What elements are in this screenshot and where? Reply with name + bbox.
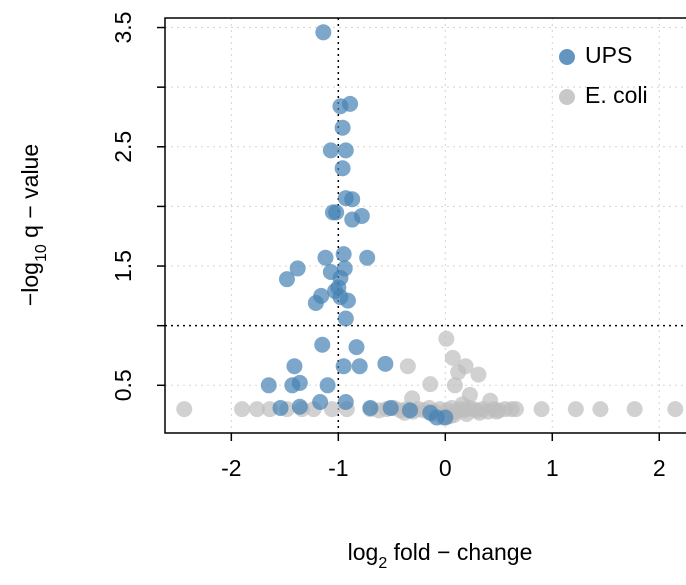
point (404, 390, 421, 407)
point (334, 119, 351, 136)
point (249, 401, 266, 418)
point (344, 191, 361, 208)
point (337, 310, 354, 327)
point (317, 249, 334, 266)
y-axis-label: −log10 q − value (17, 144, 50, 306)
point (332, 98, 349, 115)
x-axis-label: log2 fold − change (348, 539, 533, 572)
point (339, 292, 356, 309)
y-label-base: −log (17, 262, 43, 306)
point (234, 401, 251, 418)
point (323, 401, 340, 418)
point (567, 401, 584, 418)
grid (165, 18, 686, 433)
point (307, 295, 324, 312)
x-tick-label: 2 (653, 455, 666, 481)
point (289, 260, 306, 277)
point (507, 401, 524, 418)
point (319, 377, 336, 394)
point (399, 358, 416, 375)
point (176, 401, 193, 418)
point (272, 399, 289, 416)
point (312, 393, 329, 410)
point (278, 271, 295, 288)
point (315, 24, 332, 41)
x-tick-label: 1 (546, 455, 559, 481)
y-label-rest: q − value (17, 144, 43, 244)
x-tick-label: -1 (328, 455, 348, 481)
legend-marker (559, 49, 575, 65)
point (457, 358, 474, 375)
y-tick-label: 0.5 (110, 369, 136, 401)
point (314, 336, 331, 353)
x-label-rest: fold − change (387, 539, 532, 565)
points (176, 24, 684, 426)
point (328, 204, 345, 221)
point (334, 160, 351, 177)
point (351, 358, 368, 375)
point (344, 211, 361, 228)
point (260, 377, 277, 394)
x-label-base: log (348, 539, 379, 565)
point (444, 349, 461, 366)
point (335, 358, 352, 375)
point (401, 402, 418, 419)
point (382, 399, 399, 416)
legend-label: E. coli (585, 82, 648, 108)
point (533, 401, 550, 418)
x-label-sub: 2 (378, 555, 387, 572)
point (471, 404, 488, 421)
point (446, 377, 463, 394)
y-tick-label: 2.5 (110, 131, 136, 163)
point (337, 142, 354, 159)
point (359, 249, 376, 266)
point (438, 330, 455, 347)
point (362, 399, 379, 416)
legend-marker (559, 89, 575, 105)
point (667, 401, 684, 418)
legend-label: UPS (585, 42, 632, 68)
point (348, 339, 365, 356)
point (291, 398, 308, 415)
y-tick-label: 3.5 (110, 12, 136, 44)
x-tick-label: -2 (221, 455, 241, 481)
point (335, 246, 352, 263)
point (322, 142, 339, 159)
point (626, 401, 643, 418)
point (437, 409, 454, 426)
x-tick-label: 0 (439, 455, 452, 481)
point (291, 374, 308, 391)
point (286, 358, 303, 375)
plot-frame (164, 17, 686, 434)
point (470, 366, 487, 383)
point (592, 401, 609, 418)
point (337, 393, 354, 410)
y-tick-label: 1.5 (110, 250, 136, 282)
point (454, 396, 471, 413)
point (422, 376, 439, 393)
point (377, 355, 394, 372)
point (482, 392, 499, 409)
y-label-sub: 10 (33, 244, 50, 262)
